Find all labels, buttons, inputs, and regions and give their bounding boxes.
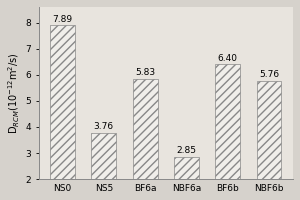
Bar: [215, 64, 240, 179]
Bar: [133, 79, 158, 179]
Bar: [92, 133, 116, 179]
Bar: [50, 25, 75, 179]
Text: 7.89: 7.89: [52, 15, 73, 24]
Text: 5.83: 5.83: [135, 68, 155, 77]
Bar: [174, 157, 199, 179]
Text: 2.85: 2.85: [176, 146, 196, 155]
Y-axis label: D$_{RCM}$(10$^{-12}$m$^{2}$/s): D$_{RCM}$(10$^{-12}$m$^{2}$/s): [7, 52, 22, 134]
Text: 6.40: 6.40: [218, 54, 238, 63]
Bar: [257, 81, 281, 179]
Text: 5.76: 5.76: [259, 70, 279, 79]
Text: 3.76: 3.76: [94, 122, 114, 131]
